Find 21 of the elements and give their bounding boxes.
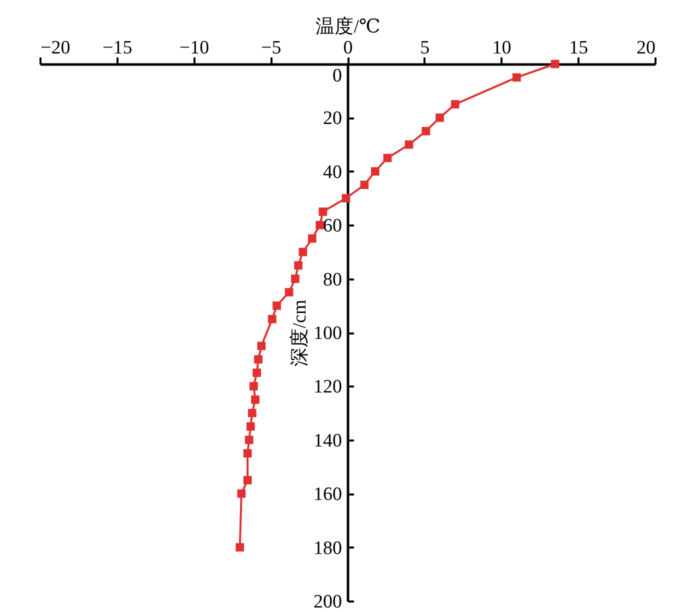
y-tick-label: 140	[314, 430, 342, 452]
y-tick-label: 20	[323, 108, 342, 130]
x-tick-label: −10	[179, 38, 210, 58]
y-tick-label: 200	[314, 592, 342, 612]
y-tick-label: 60	[323, 216, 342, 237]
x-tick-label: 10	[492, 38, 512, 58]
y-tick-label: 180	[314, 538, 342, 559]
x-tick-label: −15	[102, 38, 132, 58]
y-tick-label: 100	[314, 323, 342, 344]
x-axis-title: 温度/℃	[316, 16, 380, 38]
y-tick-label: 0	[332, 66, 342, 86]
x-tick-label: 5	[420, 38, 430, 58]
x-tick-label: 15	[569, 38, 588, 58]
x-tick-label: −5	[261, 38, 282, 58]
x-tick-label: 20	[636, 38, 656, 58]
x-tick-label: −20	[40, 38, 70, 58]
y-tick-label: 160	[314, 484, 342, 506]
y-tick-label: 120	[314, 376, 342, 398]
y-tick-label: 80	[323, 269, 342, 290]
y-tick-label: 40	[323, 162, 342, 183]
y-axis-title: 深度/cm	[288, 300, 310, 366]
